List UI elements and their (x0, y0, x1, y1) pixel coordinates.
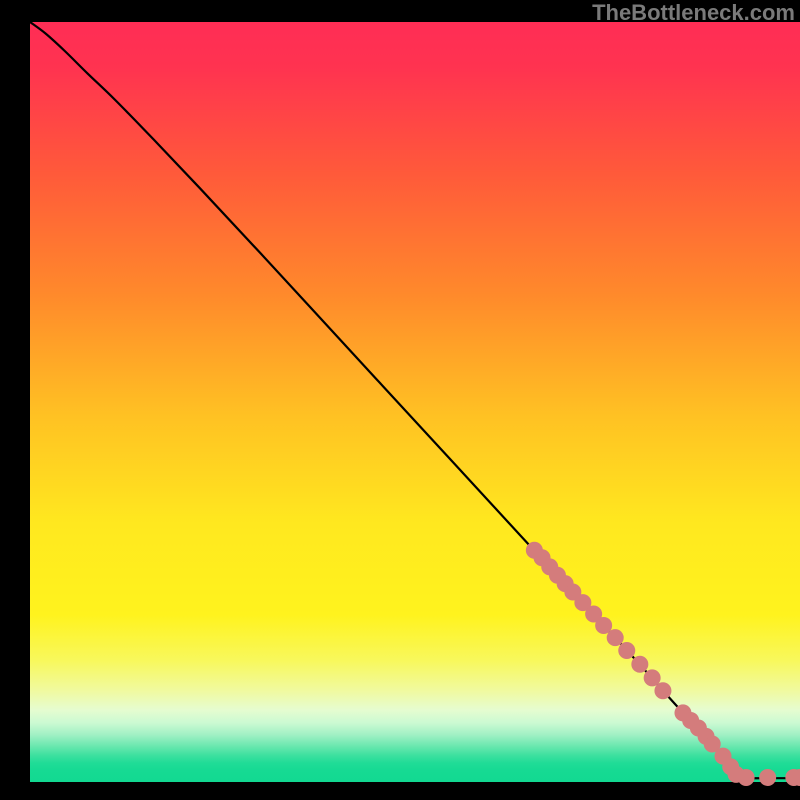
marker-point (760, 769, 776, 785)
marker-point (644, 670, 660, 686)
marker-point (596, 617, 612, 633)
marker-point (655, 683, 671, 699)
curve-line (30, 22, 800, 779)
watermark-text: TheBottleneck.com (592, 0, 795, 26)
chart-root: TheBottleneck.com (0, 0, 800, 800)
marker-point (607, 630, 623, 646)
marker-point (619, 643, 635, 659)
marker-point (632, 656, 648, 672)
marker-group (526, 542, 800, 785)
overlay-svg (0, 0, 800, 800)
marker-point (738, 769, 754, 785)
